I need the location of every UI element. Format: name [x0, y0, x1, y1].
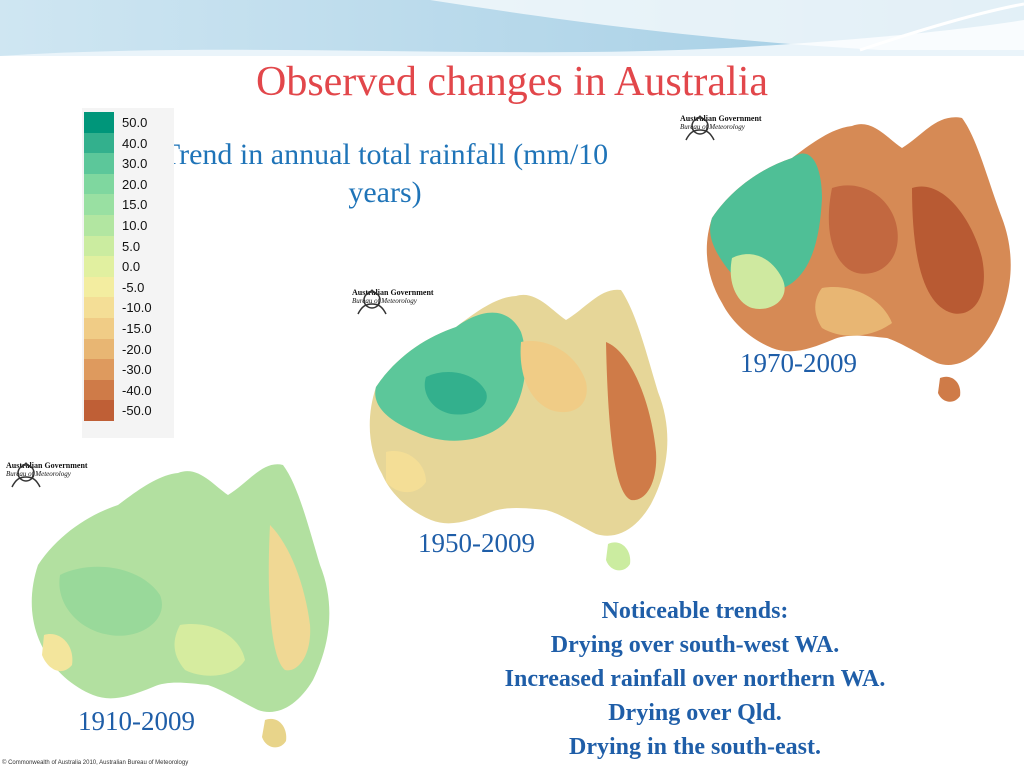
legend-swatch	[84, 318, 114, 339]
legend-label: -5.0	[122, 279, 145, 295]
agency-line-2: Bureau of Meteorology	[6, 470, 71, 478]
map-panel-1970-2009: Australian Government Bureau of Meteorol…	[672, 108, 1024, 413]
period-label-1950-2009: 1950-2009	[418, 528, 535, 558]
legend-label: 5.0	[122, 238, 141, 254]
legend-swatch	[84, 173, 114, 195]
notes-line: Drying over Qld.	[608, 700, 782, 726]
legend-swatch	[84, 338, 114, 360]
legend-swatch	[84, 379, 114, 401]
trend-notes: Noticeable trends: Drying over south-wes…	[440, 594, 950, 764]
slide-subtitle: Trend in annual total rainfall (mm/10 ye…	[161, 138, 609, 209]
legend-label: -15.0	[122, 321, 152, 336]
legend-swatch	[84, 235, 114, 257]
legend-swatch	[84, 132, 114, 154]
legend-swatch	[84, 297, 114, 318]
legend-label: -10.0	[122, 300, 152, 316]
notes-heading: Noticeable trends:	[601, 598, 789, 624]
australia-map-1950-2009	[369, 289, 668, 571]
australia-map-1910-2009	[31, 464, 330, 748]
map-panel-1950-2009: Australian Government Bureau of Meteorol…	[346, 282, 696, 584]
legend-label: 20.0	[122, 176, 148, 192]
legend-label: 10.0	[122, 218, 148, 233]
australia-map-1970-2009	[706, 117, 1011, 402]
legend-label: -20.0	[122, 341, 152, 357]
map-panel-1910-2009: Australian Government Bureau of Meteorol…	[0, 455, 346, 760]
coat-of-arms-icon	[357, 289, 387, 315]
legend-swatch	[84, 153, 114, 174]
agency-line-1: Australian Government	[680, 114, 762, 123]
legend-label: -40.0	[122, 382, 152, 398]
legend-label: -30.0	[122, 362, 152, 378]
slide-title: Observed changes in Australia	[255, 59, 769, 105]
legend-label: 0.0	[122, 259, 141, 275]
legend-swatch	[84, 256, 114, 277]
notes-line: Drying in the south-east.	[568, 734, 821, 760]
legend-swatch	[84, 112, 114, 133]
period-label-1910-2009: 1910-2009	[78, 706, 195, 736]
legend-swatch	[84, 400, 114, 421]
coat-of-arms-icon	[11, 462, 41, 488]
agency-line-2: Bureau of Meteorology	[680, 123, 745, 131]
legend-label: -50.0	[122, 403, 152, 419]
legend-label: 15.0	[122, 197, 148, 213]
legend-label: 40.0	[122, 135, 148, 151]
agency-line-2: Bureau of Meteorology	[352, 297, 417, 305]
rainfall-trend-legend: 50.0 40.0 30.0 20.0 15.0 10.0 5.0 0.0 -5.0 -10.0 -…	[82, 108, 174, 438]
agency-line-1: Australian Government	[6, 461, 88, 470]
period-label-1970-2009: 1970-2009	[740, 348, 857, 378]
legend-swatch	[84, 194, 114, 215]
legend-swatch	[84, 359, 114, 380]
legend-label: 50.0	[122, 115, 148, 130]
copyright-text: © Commonwealth of Australia 2010, Austra…	[2, 760, 189, 766]
notes-line: Increased rainfall over northern WA.	[504, 666, 886, 692]
legend-swatch	[84, 276, 114, 298]
agency-line-1: Australian Government	[352, 288, 434, 297]
legend-label: 30.0	[122, 156, 148, 172]
coat-of-arms-icon	[685, 115, 715, 141]
notes-line: Drying over south-west WA.	[550, 632, 840, 658]
legend-swatch	[84, 215, 114, 236]
